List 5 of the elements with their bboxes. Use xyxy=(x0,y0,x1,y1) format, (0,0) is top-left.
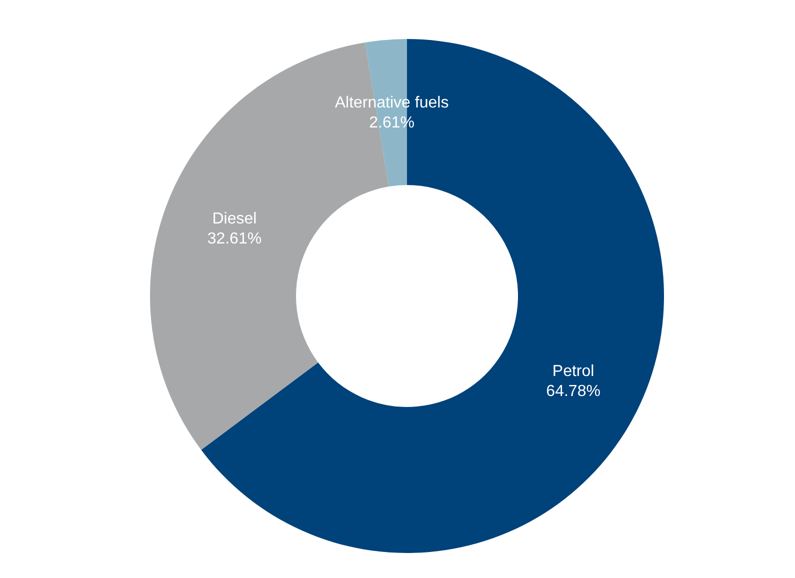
donut-slice xyxy=(201,39,664,553)
data-label: 64.78% xyxy=(546,383,600,400)
slice-label: Diesel xyxy=(212,210,257,228)
data-label: 32.61% xyxy=(207,230,262,248)
slice-label: Petrol xyxy=(552,363,594,380)
